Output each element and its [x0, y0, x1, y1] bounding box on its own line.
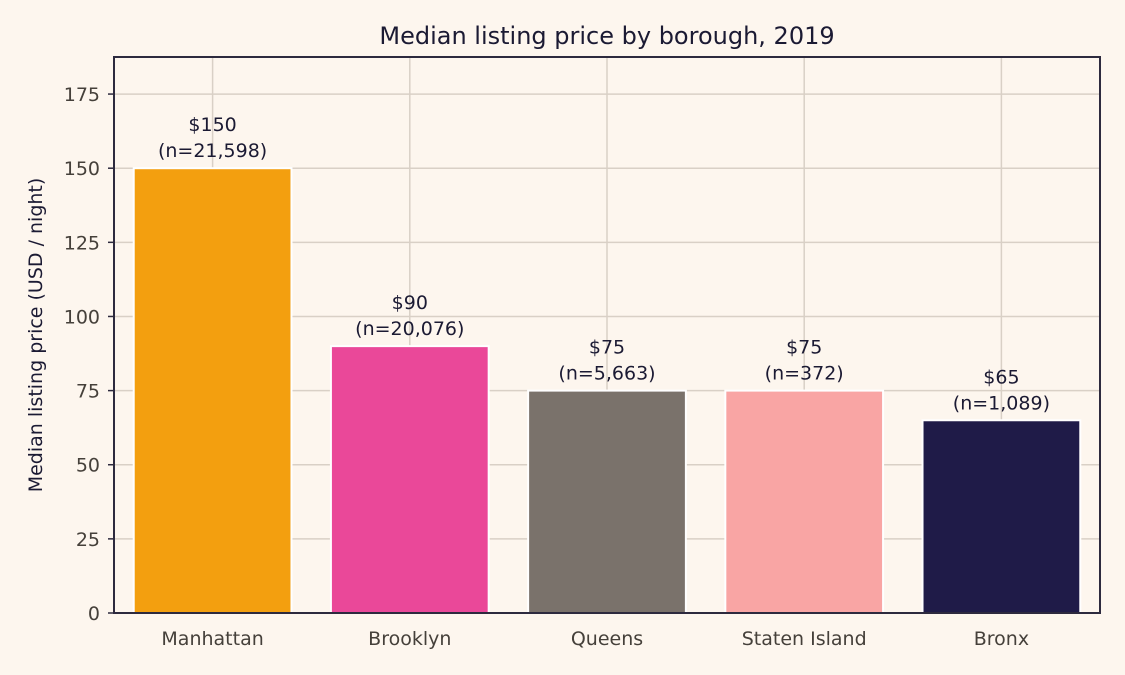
data-label-count: (n=372) [765, 363, 844, 385]
data-label-count: (n=21,598) [158, 140, 267, 162]
data-label-count: (n=20,076) [355, 318, 464, 340]
data-label-price: $90 [392, 292, 428, 314]
x-tick-label: Brooklyn [368, 628, 451, 650]
y-tick-label: 50 [76, 455, 100, 477]
data-label-price: $75 [786, 337, 822, 359]
data-label-count: (n=1,089) [953, 392, 1050, 414]
data-label-price: $65 [983, 366, 1019, 388]
y-tick-label: 150 [64, 158, 100, 180]
data-label-count: (n=5,663) [558, 363, 655, 385]
data-label-price: $150 [188, 114, 236, 136]
x-tick-label: Bronx [974, 628, 1029, 650]
y-tick-label: 100 [64, 306, 100, 328]
y-axis-ticks: 0 25 50 75 100 125 150 175 [64, 84, 114, 625]
bar-manhattan [132, 167, 293, 614]
data-label-price: $75 [589, 337, 625, 359]
bar-brooklyn [329, 345, 490, 614]
bars [132, 167, 1082, 614]
plot-frame [113, 56, 1101, 614]
y-tick-label: 75 [76, 381, 100, 403]
x-axis-ticks: Manhattan Brooklyn Queens Staten Island Bron… [161, 628, 1029, 650]
x-tick-label: Manhattan [161, 628, 263, 650]
data-labels: $150 (n=21,598) $90 (n=20,076) $75 (n=5,663) $… [158, 114, 1050, 414]
x-tick-label: Staten Island [742, 628, 867, 650]
y-tick-label: 0 [88, 603, 100, 625]
chart-title: Median listing price by borough, 2019 [379, 22, 834, 50]
y-tick-label: 175 [64, 84, 100, 106]
y-tick-label: 25 [76, 529, 100, 551]
bar-bronx [921, 419, 1082, 614]
y-axis-label: Median listing price (USD / night) [25, 178, 47, 493]
y-tick-label: 125 [64, 232, 100, 254]
x-tick-label: Queens [571, 628, 643, 650]
bar-staten-island [724, 389, 885, 614]
bar-queens [527, 389, 687, 614]
